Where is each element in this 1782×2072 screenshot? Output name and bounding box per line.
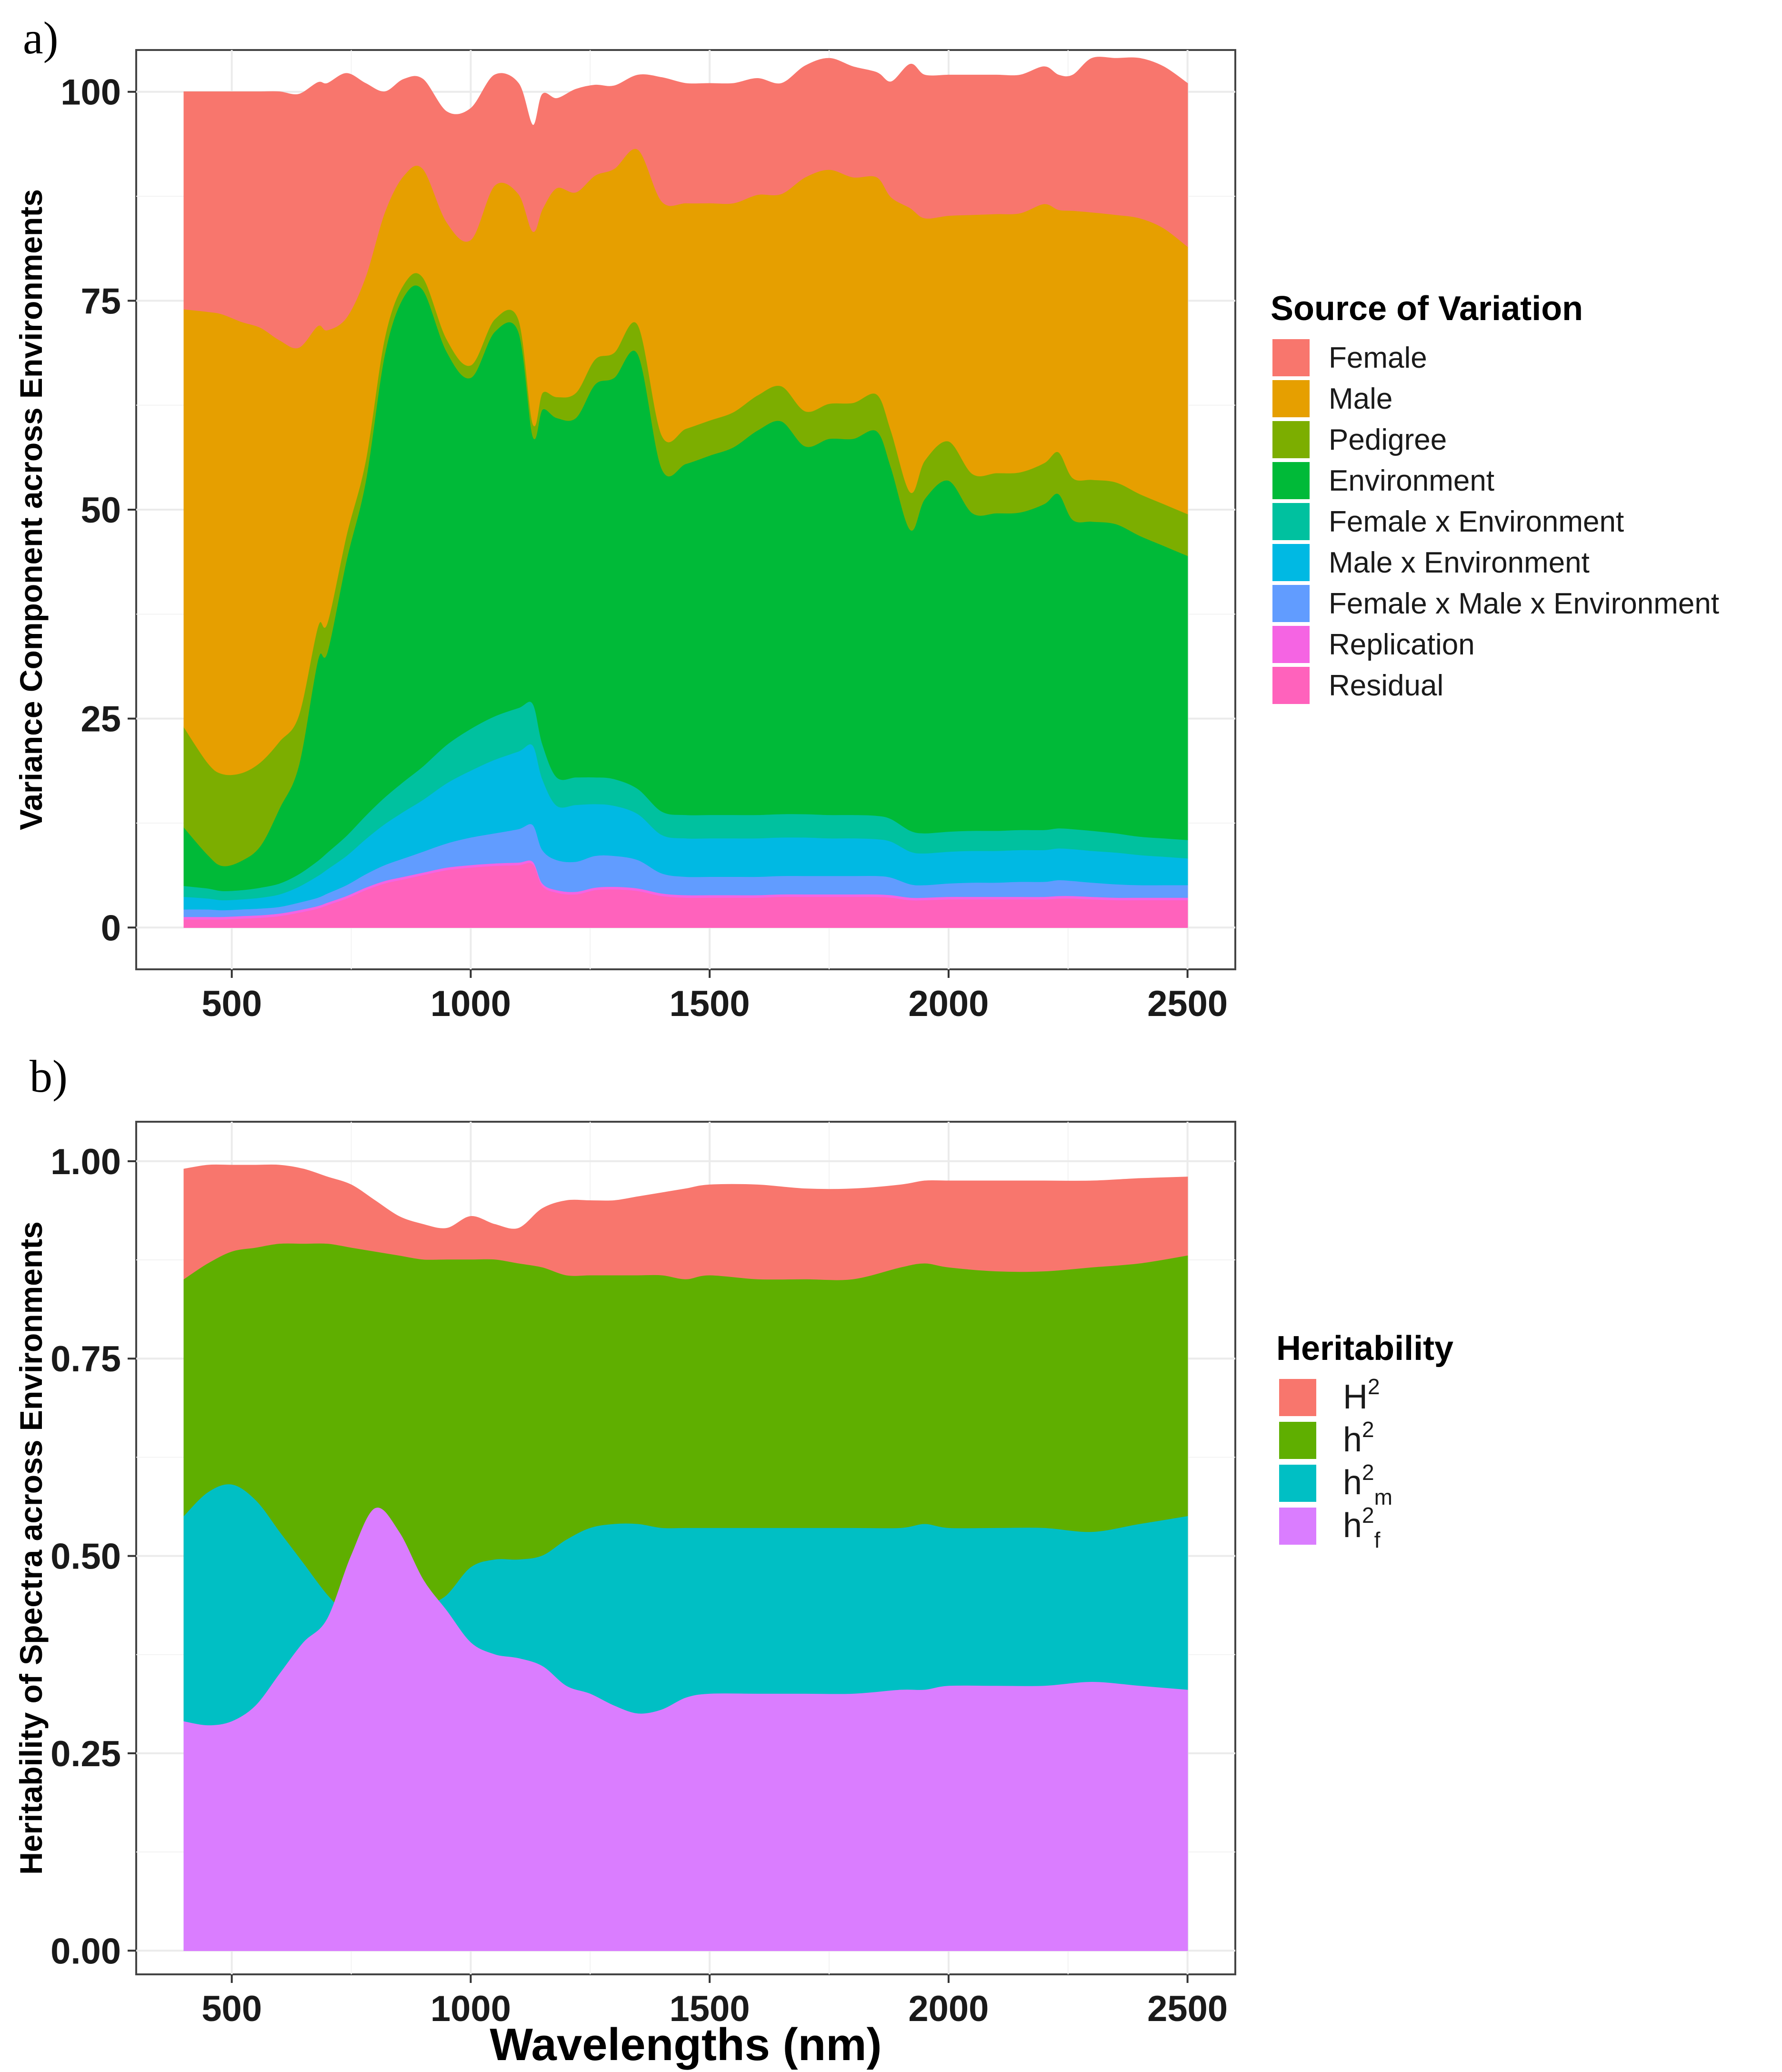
- legend-swatch-male-x-environment: [1272, 544, 1310, 581]
- panel-b-x-axis-title: Wavelengths (nm): [490, 2019, 881, 2070]
- panel-b-x-tick-label: 1500: [670, 1989, 750, 2029]
- legend-label-h2m: h2m: [1343, 1460, 1392, 1509]
- legend-label-h2f: h2f: [1343, 1503, 1381, 1552]
- legend-label-pedigree: Pedigree: [1329, 423, 1447, 456]
- panel-b-x-tick-label: 1000: [430, 1989, 511, 2029]
- panel-b-y-axis-title: Heritability of Spectra across Environme…: [13, 1221, 49, 1875]
- legend-label-H2: H2: [1343, 1374, 1380, 1416]
- panel-a-y-axis-title: Variance Component across Environments: [13, 189, 49, 830]
- panel-a-x-tick-label: 2500: [1147, 984, 1228, 1024]
- legend-label-female: Female: [1329, 342, 1427, 374]
- panel-a-areas: [183, 57, 1188, 928]
- panel-a-legend: Source of Variation Female Male Pedigree En…: [1271, 290, 1719, 704]
- panel-a-y-tick-label: 100: [60, 72, 121, 113]
- legend-label-environment: Environment: [1329, 464, 1494, 497]
- panel-a-y-tick-label: 25: [80, 699, 121, 740]
- legend-swatch-environment: [1272, 462, 1310, 499]
- legend-swatch-female-x-male-x-environment: [1272, 585, 1310, 622]
- panel-b-area-h2f: [183, 1508, 1188, 1951]
- panel-b-x-tick-label: 500: [201, 1989, 262, 2029]
- panel-a-area-female: [183, 57, 1188, 349]
- legend-label-male: Male: [1329, 382, 1392, 415]
- panel-a-y-ticks: 0 25 50 75 100: [60, 72, 136, 948]
- panel-b-y-tick-label: 0.00: [50, 1931, 121, 1971]
- legend-label-male-x-environment: Male x Environment: [1329, 546, 1590, 579]
- panel-b-y-tick-label: 0.50: [50, 1537, 121, 1577]
- panel-b-legend-title: Heritability: [1276, 1329, 1453, 1368]
- panel-a-x-tick-label: 1500: [670, 984, 750, 1024]
- legend-label-residual: Residual: [1329, 669, 1443, 702]
- panel-b-letter: b): [30, 1051, 68, 1102]
- panel-a-y-tick-label: 0: [101, 908, 121, 948]
- panel-b-y-tick-label: 0.25: [50, 1734, 121, 1774]
- legend-swatch-H2: [1279, 1379, 1316, 1416]
- panel-b-x-tick-label: 2500: [1147, 1989, 1228, 2029]
- legend-swatch-h2f: [1279, 1508, 1316, 1545]
- panel-a-x-ticks: 500 1000 1500 2000 2500: [201, 969, 1228, 1024]
- panel-b-y-tick-label: 0.75: [50, 1339, 121, 1379]
- panel-a-x-tick-label: 2000: [908, 984, 989, 1024]
- legend-swatch-male: [1272, 380, 1310, 417]
- panel-b-y-ticks: 0.00 0.25 0.50 0.75 1.00: [50, 1142, 136, 1971]
- panel-b-y-tick-label: 1.00: [50, 1142, 121, 1182]
- panel-b-x-ticks: 500 1000 1500 2000 2500: [201, 1974, 1228, 2029]
- legend-swatch-replication: [1272, 626, 1310, 663]
- panel-b: b) 500 1000 1500 2000 2500 0.00 0.25 0.50 0.75 1…: [13, 1051, 1453, 2070]
- panel-a-x-tick-label: 500: [201, 984, 262, 1024]
- legend-label-female-x-male-x-environment: Female x Male x Environment: [1329, 587, 1719, 620]
- legend-swatch-h2: [1279, 1422, 1316, 1459]
- legend-swatch-h2m: [1279, 1465, 1316, 1502]
- panel-a-letter: a): [23, 12, 59, 63]
- legend-swatch-female-x-environment: [1272, 503, 1310, 540]
- panel-a-y-tick-label: 50: [80, 490, 121, 531]
- legend-swatch-pedigree: [1272, 421, 1310, 458]
- panel-b-areas: [183, 1164, 1188, 1951]
- panel-a: a) 500 1000 1500 2000 2500 0 25 50 75 100 Varian…: [13, 12, 1719, 1024]
- panel-a-y-tick-label: 75: [80, 281, 121, 322]
- legend-swatch-residual: [1272, 667, 1310, 704]
- legend-label-female-x-environment: Female x Environment: [1329, 505, 1624, 538]
- panel-a-x-tick-label: 1000: [430, 984, 511, 1024]
- panel-a-legend-title: Source of Variation: [1271, 290, 1583, 328]
- legend-label-h2: h2: [1343, 1417, 1374, 1459]
- panel-b-x-tick-label: 2000: [908, 1989, 989, 2029]
- legend-swatch-female: [1272, 339, 1310, 376]
- legend-label-replication: Replication: [1329, 628, 1475, 661]
